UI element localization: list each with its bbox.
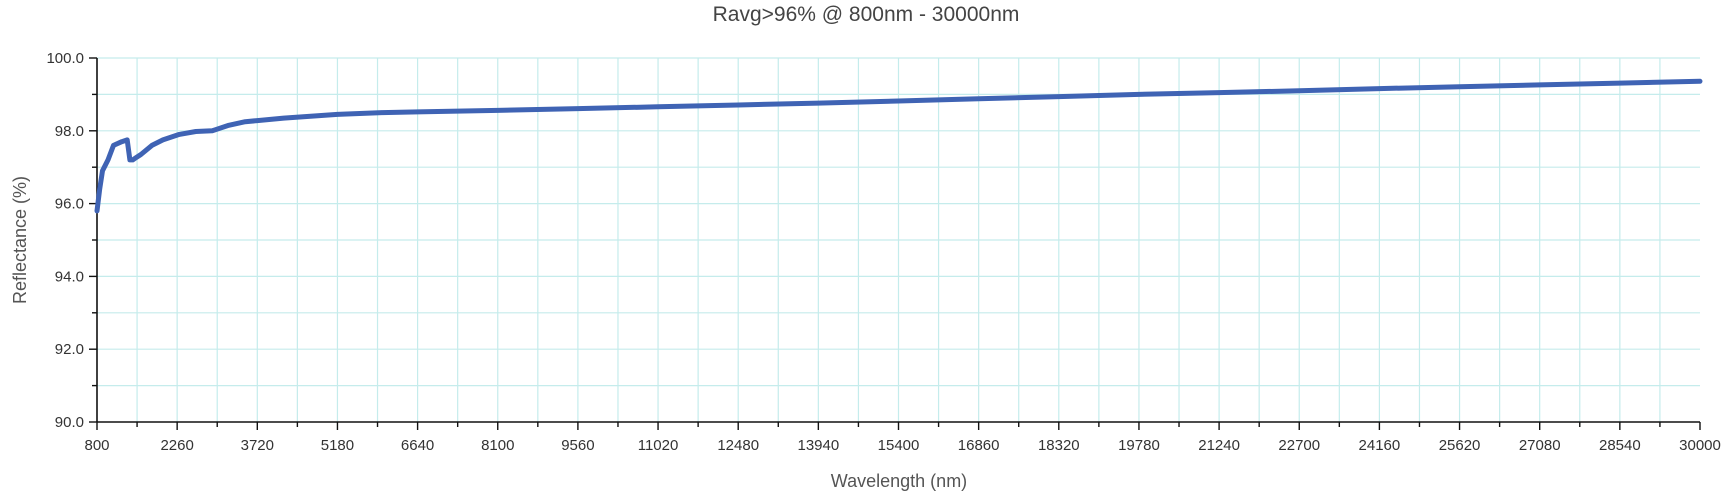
x-tick-label: 2260 xyxy=(160,437,193,454)
x-tick-label: 3720 xyxy=(241,437,274,454)
y-tick-label: 92.0 xyxy=(55,341,84,358)
chart-title: Ravg>96% @ 800nm - 30000nm xyxy=(713,3,1020,26)
x-tick-label: 22700 xyxy=(1278,437,1320,454)
x-tick-label: 30000 xyxy=(1679,437,1721,454)
grid-lines xyxy=(97,57,1700,422)
y-tick-label: 98.0 xyxy=(55,123,84,140)
x-tick-label: 13940 xyxy=(797,437,839,454)
x-tick-label: 25620 xyxy=(1439,437,1481,454)
x-tick-label: 27080 xyxy=(1519,437,1561,454)
x-tick-label: 12480 xyxy=(717,437,759,454)
x-tick-label: 800 xyxy=(84,437,109,454)
x-tick-label: 28540 xyxy=(1599,437,1641,454)
y-tick-label: 96.0 xyxy=(55,196,84,213)
x-tick-label: 18320 xyxy=(1038,437,1080,454)
reflectance-series-line xyxy=(94,78,1703,214)
x-tick-label: 24160 xyxy=(1359,437,1401,454)
x-tick-label: 15400 xyxy=(878,437,920,454)
y-tick-label: 90.0 xyxy=(55,414,84,431)
y-tick-label: 100.0 xyxy=(46,50,84,67)
axes xyxy=(89,57,1701,430)
tick-labels: 90.0 92.0 94.0 96.0 98.0 100.0 800 2260 3720 5180… xyxy=(46,50,1720,454)
x-tick-label: 6640 xyxy=(401,437,434,454)
x-tick-label: 5180 xyxy=(321,437,354,454)
x-tick-label: 21240 xyxy=(1198,437,1240,454)
x-tick-label: 16860 xyxy=(958,437,1000,454)
x-tick-label: 9560 xyxy=(561,437,594,454)
x-tick-label: 19780 xyxy=(1118,437,1160,454)
x-tick-label: 11020 xyxy=(638,437,679,454)
y-tick-label: 94.0 xyxy=(55,268,84,285)
x-tick-label: 8100 xyxy=(481,437,514,454)
series-layer xyxy=(94,78,1703,214)
y-axis-label: Reflectance (%) xyxy=(10,176,30,304)
x-axis-label: Wavelength (nm) xyxy=(831,471,967,491)
